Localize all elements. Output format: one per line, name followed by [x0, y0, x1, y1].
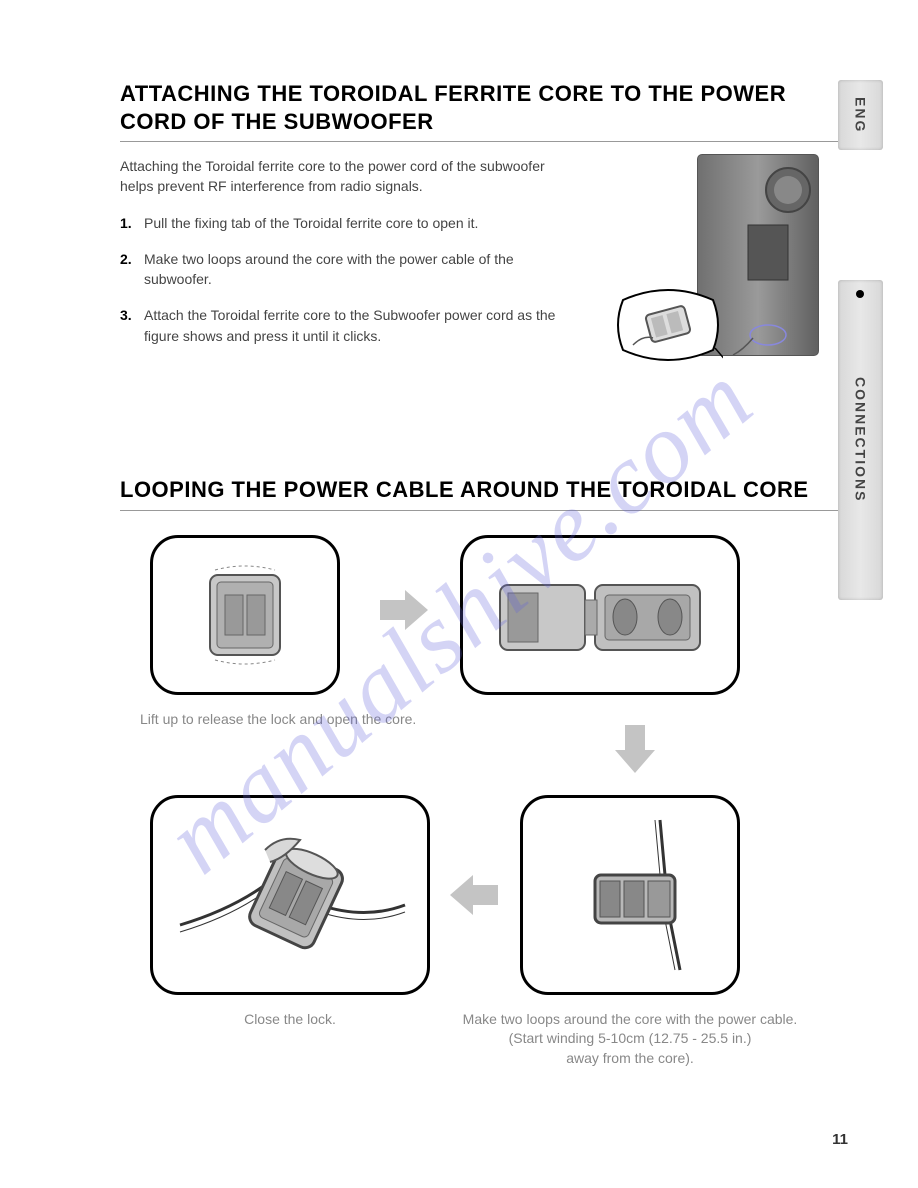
- diagram-cable-loops: [520, 795, 740, 995]
- lang-tab-label: ENG: [853, 97, 869, 133]
- section-tab-bullet: [856, 290, 864, 298]
- intro-line2: helps prevent RF interference from radio…: [120, 178, 423, 194]
- ferrite-callout: [613, 280, 723, 370]
- diagram-open-core: [460, 535, 740, 695]
- lang-tab: ENG: [838, 80, 883, 150]
- arrow-down-icon: [615, 725, 655, 782]
- section1-title: ATTACHING THE TOROIDAL FERRITE CORE TO T…: [120, 80, 858, 135]
- caption-close-lock: Close the lock.: [150, 1010, 430, 1030]
- section1-rule: [120, 141, 858, 142]
- page-number: 11: [832, 1131, 848, 1148]
- step-1: Pull the fixing tab of the Toroidal ferr…: [120, 213, 580, 233]
- cap3-l1: Make two loops around the core with the …: [463, 1011, 798, 1027]
- diagram-grid: Lift up to release the lock and open the…: [120, 535, 858, 1095]
- cap3-l3: away from the core).: [566, 1050, 694, 1066]
- intro-line1: Attaching the Toroidal ferrite core to t…: [120, 158, 545, 174]
- section2-rule: [120, 510, 858, 511]
- caption-open-core: Lift up to release the lock and open the…: [140, 710, 500, 730]
- arrow-right-icon: [380, 590, 428, 639]
- section2-title: LOOPING THE POWER CABLE AROUND THE TOROI…: [120, 476, 858, 504]
- section-tab-label: CONNECTIONS: [853, 377, 869, 502]
- diagram-close-lock: [150, 795, 430, 995]
- diagram-closed-core: [150, 535, 340, 695]
- section1-steps: Pull the fixing tab of the Toroidal ferr…: [120, 213, 580, 346]
- arrow-left-icon: [450, 875, 498, 924]
- step-3: Attach the Toroidal ferrite core to the …: [120, 305, 580, 346]
- cap3-l2: (Start winding 5-10cm (12.75 - 25.5 in.): [509, 1030, 752, 1046]
- caption-loops: Make two loops around the core with the …: [460, 1010, 800, 1069]
- step-2: Make two loops around the core with the …: [120, 249, 580, 290]
